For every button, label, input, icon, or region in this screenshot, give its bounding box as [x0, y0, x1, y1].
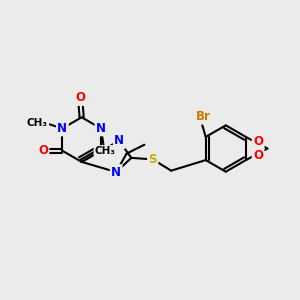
- Text: N: N: [111, 166, 121, 178]
- Text: O: O: [38, 144, 48, 157]
- Text: S: S: [148, 153, 157, 166]
- Text: CH₃: CH₃: [95, 146, 116, 156]
- Text: Br: Br: [196, 110, 211, 123]
- Text: N: N: [96, 122, 106, 135]
- Text: O: O: [253, 149, 263, 162]
- Text: CH₃: CH₃: [27, 118, 48, 128]
- Text: N: N: [114, 134, 124, 148]
- Text: O: O: [75, 92, 85, 104]
- Text: O: O: [253, 135, 263, 148]
- Text: N: N: [57, 122, 67, 135]
